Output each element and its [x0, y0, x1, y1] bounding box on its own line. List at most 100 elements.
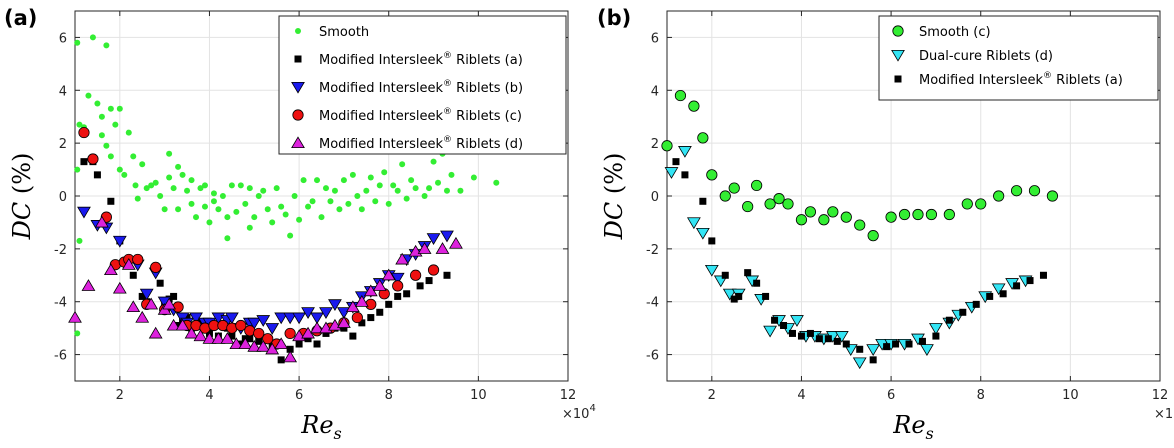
- data-point: [103, 142, 110, 149]
- data-point: [238, 337, 253, 350]
- legend-label: Dual-cure Riblets (d): [919, 49, 1053, 64]
- data-point: [103, 263, 118, 276]
- data-point: [435, 242, 450, 254]
- data-point: [112, 281, 127, 294]
- data-point: [840, 211, 852, 223]
- data-point: [224, 214, 231, 221]
- y-tick-label: -6: [646, 349, 659, 364]
- data-point: [885, 211, 897, 223]
- data-point: [138, 292, 146, 300]
- data-point: [68, 310, 82, 323]
- data-point: [403, 195, 410, 202]
- data-point: [661, 140, 673, 152]
- data-point: [751, 179, 763, 192]
- data-point: [273, 185, 280, 192]
- data-point: [256, 315, 271, 327]
- data-point: [296, 216, 303, 223]
- data-point: [706, 169, 718, 181]
- data-point: [148, 182, 155, 189]
- data-point: [394, 292, 402, 300]
- data-point: [193, 214, 200, 221]
- y-axis-label: DC (%): [600, 153, 628, 241]
- data-point: [247, 339, 262, 352]
- data-point: [427, 264, 440, 276]
- panel-label: (b): [597, 6, 631, 30]
- x-tick-label: 10: [1062, 388, 1079, 403]
- data-point: [695, 227, 710, 240]
- legend-marker: [292, 109, 304, 121]
- data-point: [132, 253, 144, 266]
- y-tick-label: -4: [646, 296, 659, 311]
- data-point: [112, 235, 127, 248]
- data-point: [107, 197, 115, 205]
- data-point: [130, 153, 137, 160]
- data-point: [697, 132, 709, 144]
- data-point: [972, 300, 980, 308]
- data-point: [470, 174, 477, 181]
- data-point: [925, 208, 938, 221]
- data-point: [74, 330, 81, 337]
- data-point: [818, 214, 830, 226]
- data-point: [175, 163, 182, 170]
- data-point: [327, 198, 334, 205]
- data-point: [269, 219, 276, 226]
- data-point: [367, 314, 375, 322]
- data-point: [440, 230, 454, 243]
- data-point: [201, 203, 208, 210]
- data-point: [277, 356, 285, 364]
- data-point: [174, 322, 182, 329]
- panel-label: (a): [4, 6, 37, 30]
- data-point: [274, 312, 289, 325]
- data-point: [394, 187, 401, 194]
- y-tick-label: 6: [651, 31, 659, 46]
- data-point: [278, 203, 285, 210]
- data-point: [790, 315, 804, 327]
- legend-box: [878, 15, 1159, 101]
- data-point: [287, 232, 294, 239]
- data-point: [395, 252, 410, 265]
- data-point: [251, 214, 258, 221]
- series-4: [68, 215, 463, 363]
- x-tick-label: 6: [887, 388, 895, 403]
- data-point: [381, 268, 396, 281]
- data-point: [74, 166, 81, 173]
- data-point: [435, 179, 442, 186]
- data-point: [175, 206, 182, 213]
- data-point: [129, 271, 137, 279]
- data-point: [795, 214, 808, 226]
- data-point: [134, 195, 141, 202]
- y-tick-label: 4: [59, 84, 67, 99]
- legend-label: Modified Intersleek® Riblets (b): [319, 79, 523, 96]
- data-point: [246, 335, 254, 343]
- x-multiplier: ×104: [1154, 403, 1174, 422]
- data-point: [304, 335, 312, 343]
- y-tick-label: 0: [59, 190, 67, 205]
- x-tick-label: 8: [977, 388, 985, 403]
- data-point: [1010, 185, 1023, 197]
- data-point: [237, 182, 244, 189]
- data-point: [265, 323, 280, 335]
- x-tick-label: 6: [295, 388, 303, 403]
- data-point: [763, 325, 777, 338]
- data-point: [782, 198, 794, 210]
- data-point: [246, 185, 253, 192]
- data-point: [443, 187, 450, 194]
- data-point: [408, 177, 415, 184]
- data-point: [430, 158, 437, 165]
- data-point: [806, 329, 814, 337]
- data-point: [260, 187, 267, 194]
- data-point: [211, 332, 226, 344]
- data-point: [363, 187, 370, 194]
- data-point: [121, 171, 128, 178]
- y-tick-label: -4: [54, 296, 67, 311]
- data-point: [410, 269, 422, 281]
- data-point: [274, 337, 289, 350]
- data-point: [175, 318, 190, 331]
- data-point: [457, 187, 464, 194]
- data-point: [286, 345, 294, 353]
- data-point: [76, 237, 83, 244]
- data-point: [77, 206, 91, 219]
- legend-label: Smooth (c): [919, 25, 991, 40]
- data-point: [834, 331, 849, 343]
